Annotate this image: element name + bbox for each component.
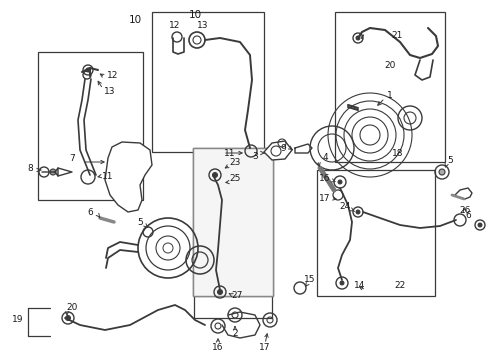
Text: 22: 22 [393, 280, 405, 289]
Text: 2: 2 [232, 328, 237, 338]
Text: 20: 20 [384, 60, 395, 69]
Text: 17: 17 [319, 194, 330, 202]
Text: 19: 19 [12, 315, 24, 324]
Text: 26: 26 [458, 206, 470, 215]
Text: 20: 20 [66, 302, 78, 311]
Bar [334, 12, 444, 162]
Text: 6: 6 [464, 211, 470, 220]
Circle shape [217, 289, 222, 294]
Bar [152, 12, 264, 152]
Text: 12: 12 [107, 71, 119, 80]
Circle shape [339, 281, 343, 285]
Text: 16: 16 [212, 343, 224, 352]
Text: 9: 9 [280, 144, 285, 153]
Bar [193, 148, 272, 296]
Circle shape [212, 172, 217, 177]
Text: 27: 27 [231, 291, 242, 300]
Circle shape [50, 169, 56, 175]
Text: 13: 13 [104, 86, 116, 95]
Text: 12: 12 [169, 21, 181, 30]
Circle shape [438, 169, 444, 175]
Bar [193, 148, 272, 296]
Polygon shape [105, 142, 152, 212]
Circle shape [477, 223, 481, 227]
Text: 4: 4 [322, 153, 327, 162]
Text: 14: 14 [354, 280, 365, 289]
Bar [316, 170, 434, 296]
Text: 18: 18 [391, 149, 403, 158]
Text: 10: 10 [128, 15, 141, 25]
Text: 17: 17 [259, 343, 270, 352]
Text: 25: 25 [229, 174, 240, 183]
Text: 16: 16 [319, 174, 330, 183]
Text: 13: 13 [197, 21, 208, 30]
Text: 1: 1 [386, 90, 392, 99]
Bar [38, 52, 142, 200]
Text: 5: 5 [446, 156, 452, 165]
Text: 15: 15 [304, 275, 315, 284]
Text: 10: 10 [188, 10, 201, 20]
Circle shape [337, 180, 341, 184]
Text: 11: 11 [224, 149, 235, 158]
Text: 8: 8 [27, 163, 33, 172]
Circle shape [355, 210, 359, 214]
Text: 11: 11 [102, 171, 114, 180]
Text: 21: 21 [390, 31, 402, 40]
Text: 7: 7 [69, 153, 75, 162]
Text: 3: 3 [252, 152, 257, 161]
Bar [193, 148, 272, 296]
Polygon shape [264, 141, 291, 160]
Text: 24: 24 [339, 202, 350, 211]
Text: 23: 23 [229, 158, 240, 166]
Circle shape [86, 68, 90, 72]
Text: 6: 6 [87, 207, 93, 216]
Text: 5: 5 [137, 217, 142, 226]
Circle shape [355, 36, 359, 40]
Bar [194, 208, 271, 318]
Circle shape [65, 315, 70, 320]
